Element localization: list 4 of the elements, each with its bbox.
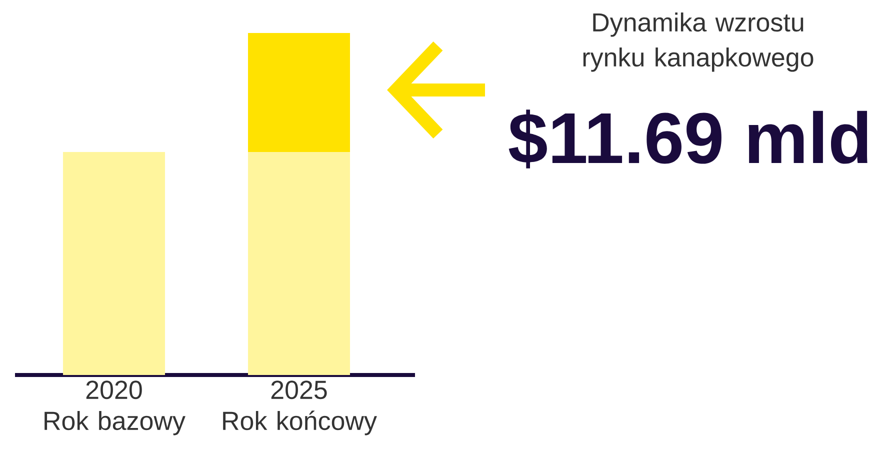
- x-tick-label: 2020 Rok bazowy: [44, 380, 186, 436]
- text: $11.69 mld: [508, 110, 868, 168]
- text: Dynamika wzrostu rynku kanapkowego: [583, 12, 814, 72]
- x-tick-label: 2025 Rok końcowy: [223, 380, 377, 436]
